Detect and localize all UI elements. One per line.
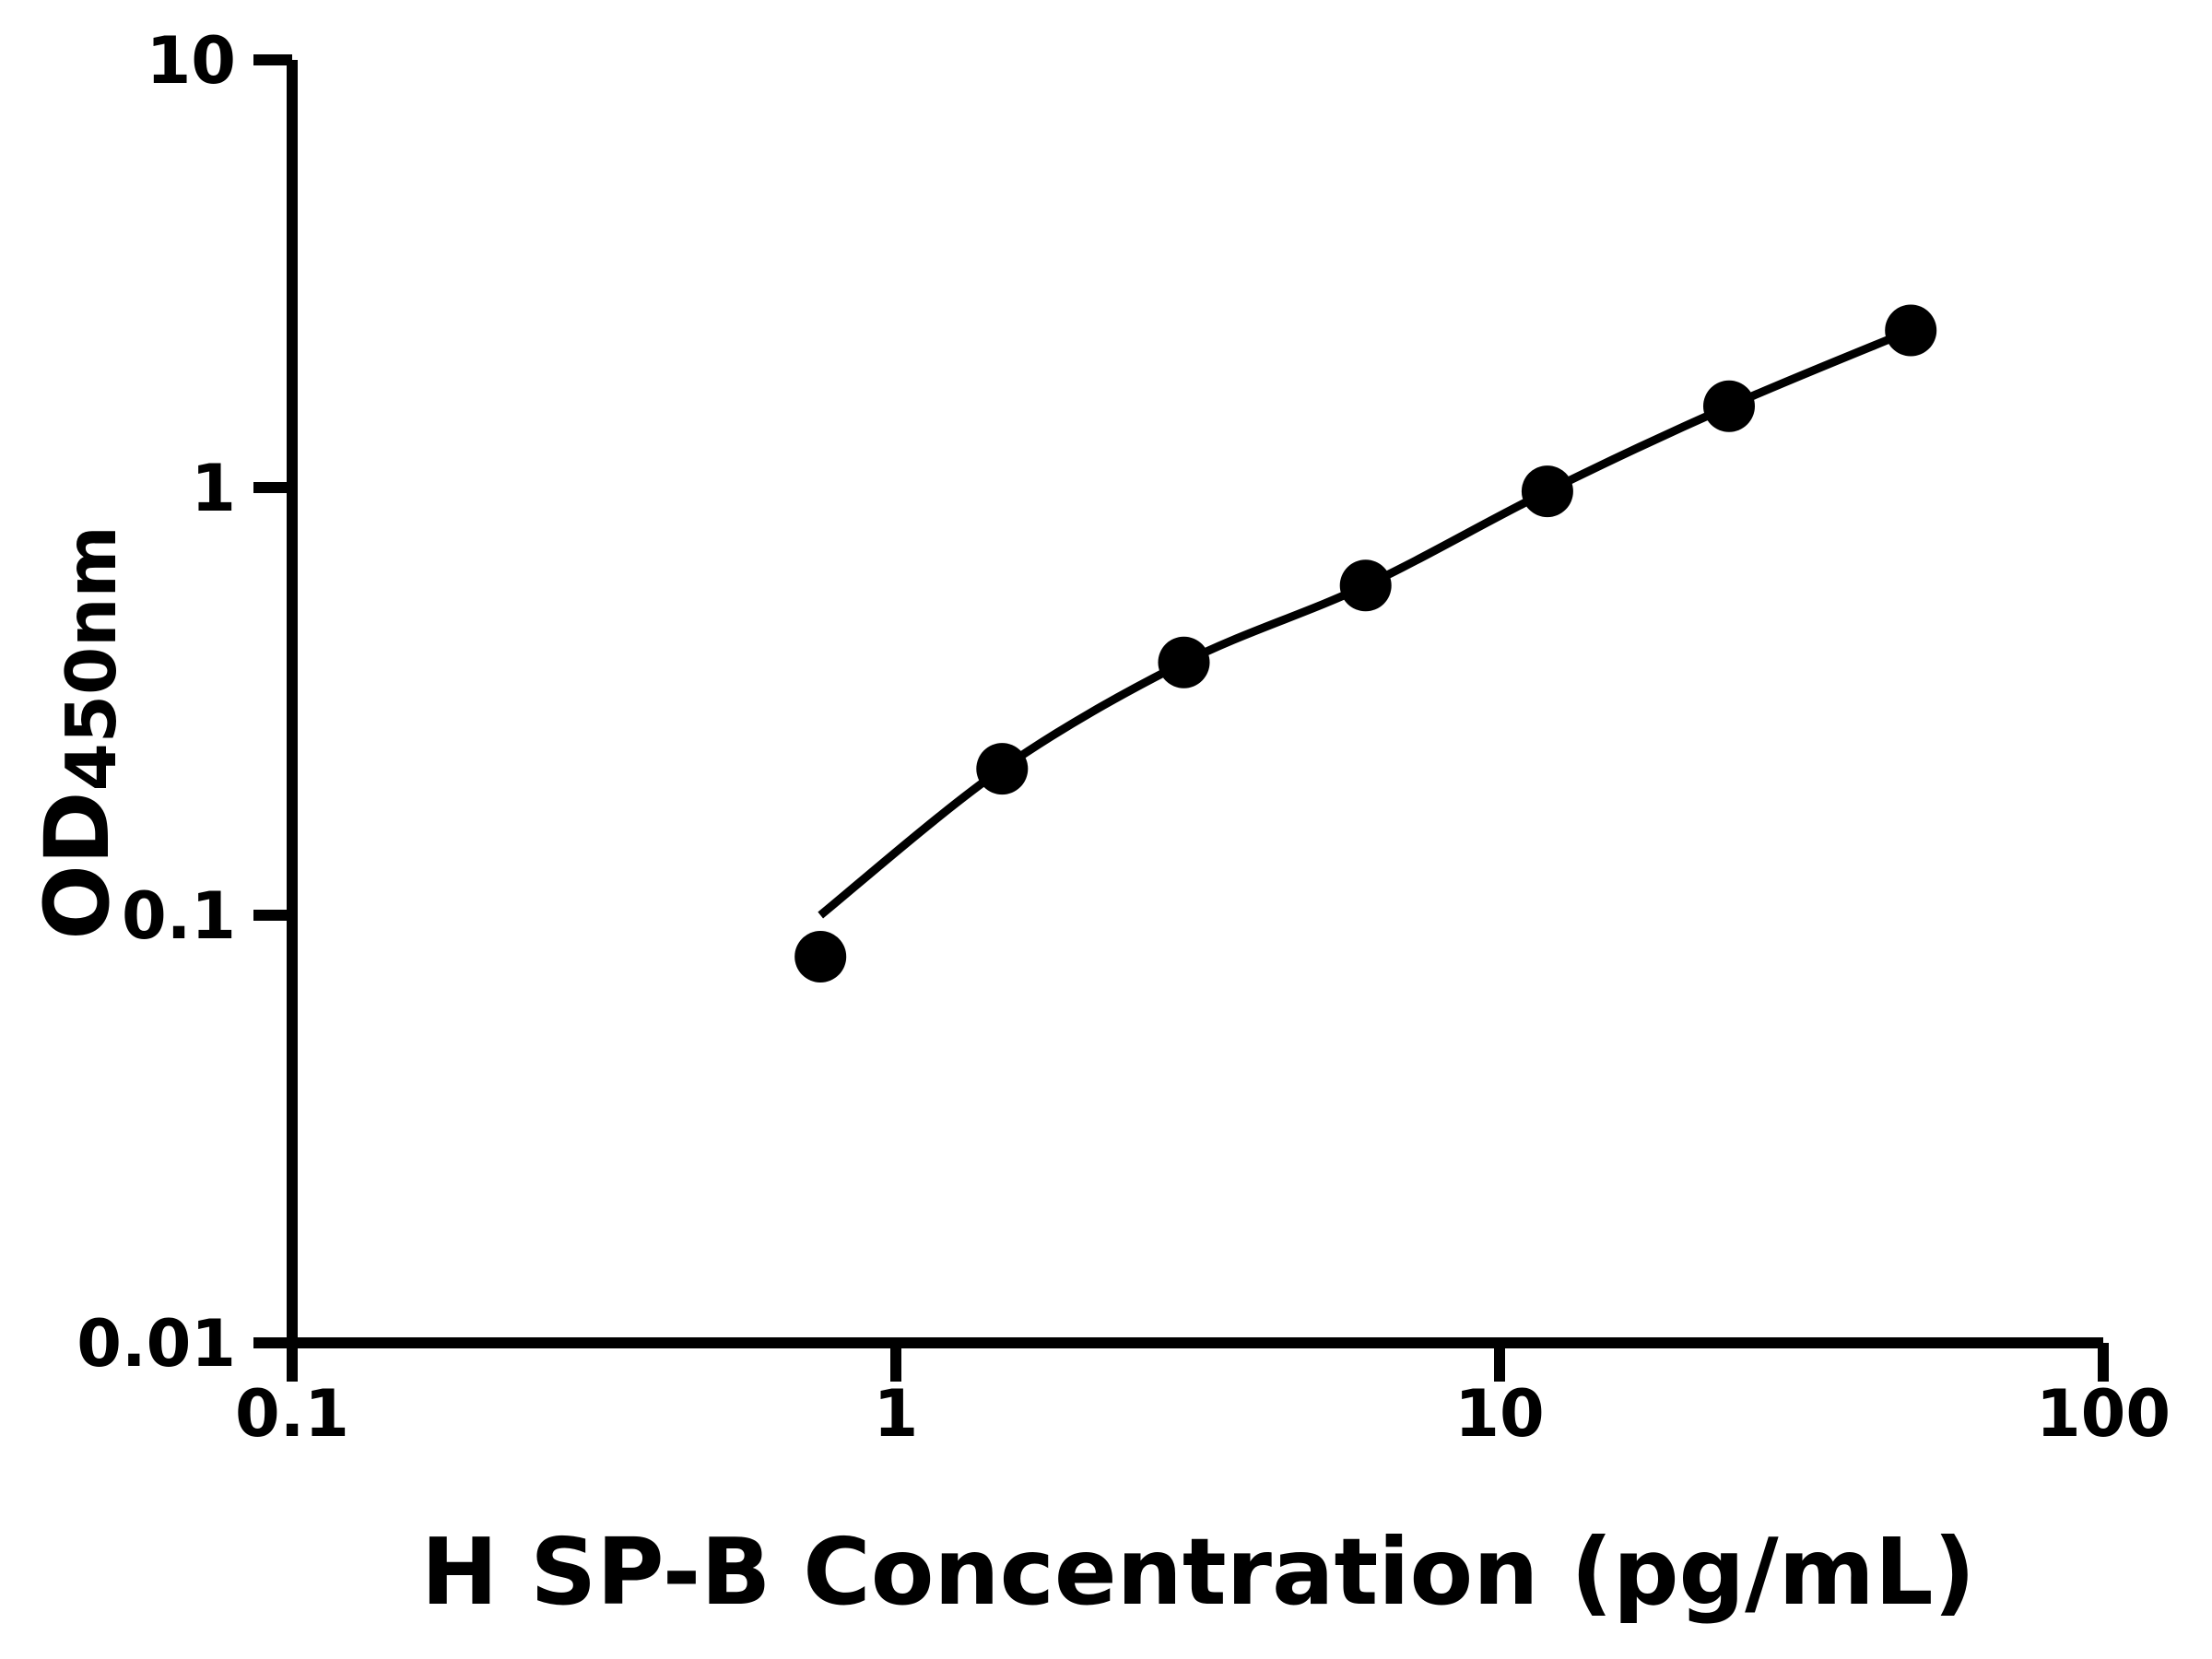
y-axis-title-main: OD — [26, 791, 129, 939]
data-point — [1339, 559, 1392, 612]
y-tick-label: 0.01 — [76, 1306, 236, 1382]
data-point — [1158, 636, 1210, 688]
data-point — [976, 743, 1029, 795]
x-tick-label: 0.1 — [235, 1376, 349, 1452]
x-axis-title: H SP-B Concentration (pg/mL) — [421, 1518, 1976, 1626]
x-tick-label: 1 — [874, 1376, 919, 1452]
y-tick-label: 0.1 — [122, 878, 236, 954]
data-point — [794, 931, 847, 982]
y-axis-title: OD450nm — [26, 525, 132, 939]
x-tick-label: 10 — [1454, 1376, 1544, 1452]
y-axis-title-sub: 450nm — [51, 525, 132, 791]
y-tick-label: 1 — [191, 451, 236, 526]
x-tick-label: 100 — [2036, 1376, 2171, 1452]
data-point — [1521, 465, 1573, 518]
y-tick-label: 10 — [147, 23, 236, 99]
data-point — [1885, 304, 1937, 357]
data-point — [1703, 380, 1755, 432]
